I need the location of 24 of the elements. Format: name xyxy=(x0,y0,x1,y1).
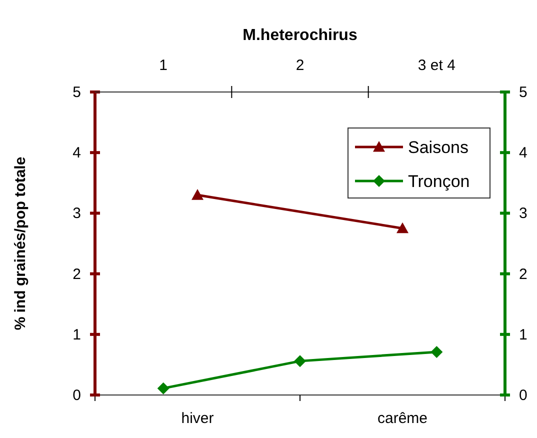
y2-tick-label: 5 xyxy=(519,84,528,101)
y2-tick-label: 1 xyxy=(519,326,528,344)
x-tick-label: 3 et 4 xyxy=(418,57,456,74)
y2-tick-label: 0 xyxy=(519,387,528,404)
y-tick-label: 0 xyxy=(72,387,81,404)
y-axis-title: % ind grainés/pop totale xyxy=(12,156,29,330)
y2-tick-label: 2 xyxy=(519,266,528,283)
y-tick-label: 5 xyxy=(72,84,81,101)
x-tick-label: carême xyxy=(377,410,428,427)
legend-label: Saisons xyxy=(408,138,468,157)
point xyxy=(157,382,170,394)
y2-tick-label: 4 xyxy=(519,144,528,162)
y-tick-label: 4 xyxy=(72,144,81,162)
y-tick-label: 3 xyxy=(72,205,81,222)
point xyxy=(430,346,443,358)
y-tick-label: 1 xyxy=(72,326,81,344)
point xyxy=(294,355,306,368)
y2-tick-label: 3 xyxy=(519,205,528,222)
x-tick-label: 1 xyxy=(159,57,168,74)
x-tick-label: hiver xyxy=(181,410,214,427)
y-tick-label: 2 xyxy=(72,266,81,283)
x-tick-label: 2 xyxy=(296,57,304,74)
legend-label: Tronçon xyxy=(408,172,470,191)
chart-title: M.heterochirus xyxy=(242,27,358,44)
